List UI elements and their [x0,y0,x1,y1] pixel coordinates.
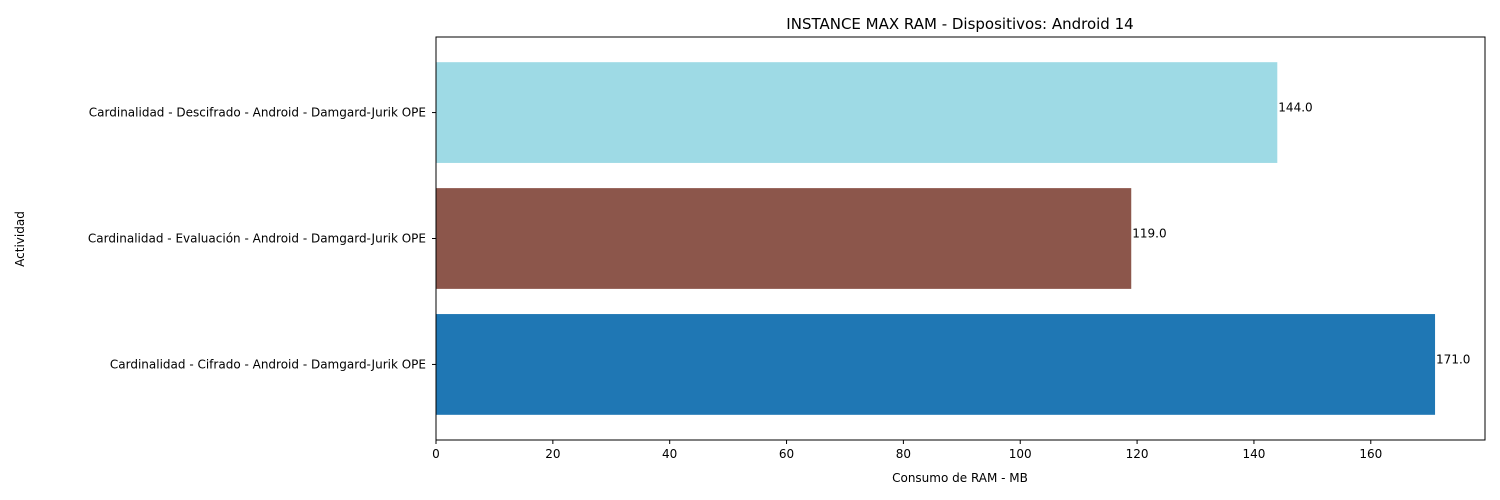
y-tick-label: Cardinalidad - Evaluación - Android - Da… [88,232,426,246]
y-axis-label: Actividad [13,211,27,267]
x-tick-label: 0 [432,447,440,461]
x-tick-label: 160 [1359,447,1382,461]
bar [436,188,1132,289]
bar-value-label: 171.0 [1436,352,1470,366]
x-tick-label: 60 [779,447,794,461]
x-tick-label: 100 [1009,447,1032,461]
bar-value-label: 119.0 [1132,227,1166,241]
chart-title: INSTANCE MAX RAM - Dispositivos: Android… [786,15,1133,33]
y-axis-ticks: Cardinalidad - Cifrado - Android - Damga… [88,106,436,371]
x-axis-ticks: 0 20 40 60 80 100 120 140 160 [432,440,1382,461]
bar-value-label: 144.0 [1278,101,1312,115]
x-tick-label: 140 [1242,447,1265,461]
y-tick-label: Cardinalidad - Cifrado - Android - Damga… [110,357,426,371]
bar-value-labels: 171.0 119.0 144.0 [1132,101,1470,367]
y-tick-label: Cardinalidad - Descifrado - Android - Da… [89,106,426,120]
bar [436,62,1278,163]
x-tick-label: 20 [545,447,560,461]
bar [436,314,1436,415]
x-axis-label: Consumo de RAM - MB [892,471,1028,485]
x-tick-label: 80 [896,447,911,461]
x-tick-label: 120 [1126,447,1149,461]
x-tick-label: 40 [662,447,677,461]
plot-area [436,62,1436,415]
